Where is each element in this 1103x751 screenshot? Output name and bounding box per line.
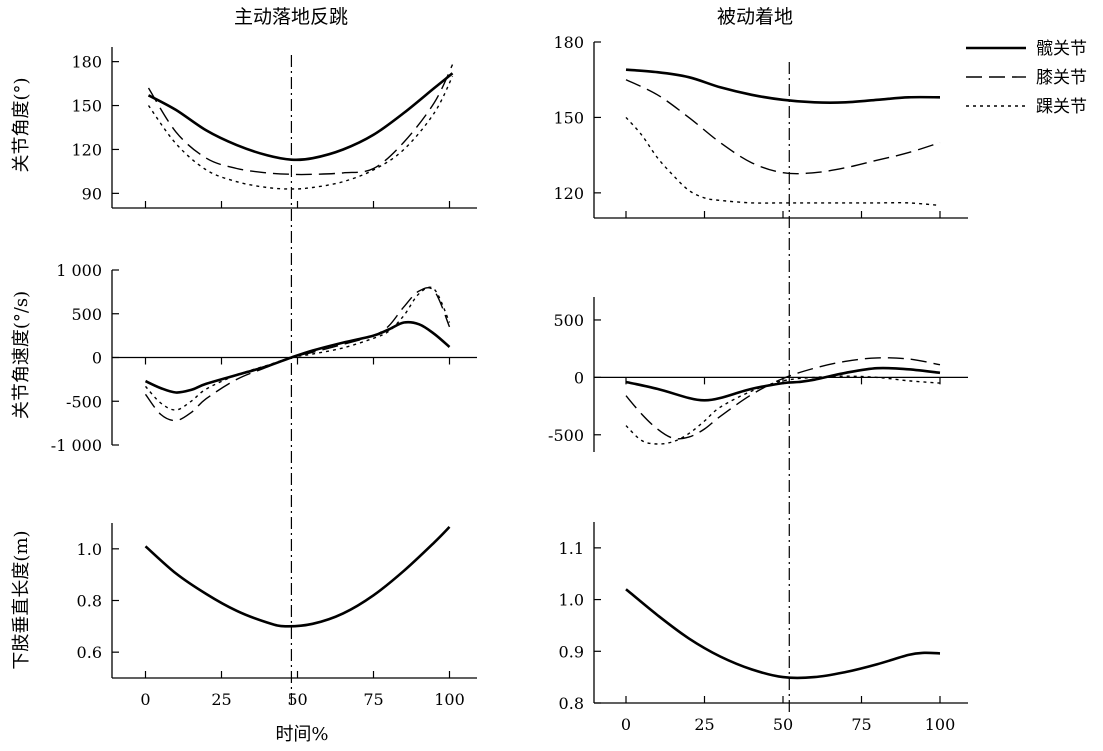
y-tick-label: -500 [548,426,584,445]
x-tick-label: 0 [140,690,150,709]
x-tick-label: 75 [851,715,871,734]
series-膝关节 [625,357,941,440]
y-tick-label: 500 [553,311,584,330]
y-tick-label: 0.8 [77,592,102,611]
y-tick-label: 1.1 [559,539,584,558]
y-tick-label: 90 [82,184,102,203]
y-tick-label: 0.9 [559,642,584,661]
x-tick-label: 100 [925,715,956,734]
title-passive: 被动着地 [717,6,793,28]
ylabel-velocity: 关节角速度(°/s) [11,291,32,419]
ylabel-length: 下肢垂直长度(m) [11,530,32,669]
y-tick-label: 1 000 [56,261,102,280]
y-tick-label: 180 [71,53,102,72]
y-tick-label: 0 [92,349,102,368]
x-tick-label: 100 [434,690,465,709]
series-髋关节 [625,366,941,402]
y-tick-label: 1.0 [559,591,584,610]
panel-length-passive: 0.8 0.9 1.0 1.1 0 25 50 75 100 [559,522,968,734]
series-髋关节 [147,72,454,162]
panel-angle-passive: 120 150 180 [553,33,968,219]
x-tick-label: 75 [363,690,383,709]
series-踝关节 [625,375,941,445]
y-tick-label: 0 [574,368,584,387]
series-踝关节 [147,75,454,190]
y-tick-label: 120 [553,184,584,203]
y-tick-label: 0.8 [559,694,584,713]
y-tick-label: 150 [553,108,584,127]
series-膝关节 [144,286,451,422]
legend-label: 髋关节 [1036,39,1087,59]
y-tick-label: 1.0 [77,540,102,559]
x-tick-label: 50 [287,690,307,709]
ylabel-angle: 关节角度(°) [11,77,32,172]
series-髋关节 [144,525,451,628]
series-髋关节 [625,68,941,104]
y-tick-label: -1 000 [51,436,102,455]
series-踝关节 [144,286,451,411]
panel-velocity-active: -1 000 -500 0 500 1 000 [51,261,477,455]
panel-velocity-passive: -500 0 500 [548,297,968,452]
panel-angle-active: 90 120 150 180 [71,47,477,209]
y-tick-label: 120 [71,140,102,159]
x-tick-label: 50 [773,715,793,734]
y-tick-label: -500 [66,392,102,411]
legend-label: 踝关节 [1036,97,1087,117]
y-tick-label: 0.6 [77,643,102,662]
series-膝关节 [625,79,941,175]
title-active: 主动落地反跳 [234,6,348,28]
x-tick-label: 0 [621,715,631,734]
y-tick-label: 150 [71,97,102,116]
y-tick-label: 500 [71,305,102,324]
xlabel: 时间% [275,724,328,745]
x-tick-label: 25 [211,690,231,709]
y-tick-label: 180 [553,33,584,52]
series-踝关节 [625,116,941,207]
x-tick-label: 25 [694,715,714,734]
legend-label: 膝关节 [1036,68,1087,88]
series-膝关节 [147,64,454,176]
series-髋关节 [144,320,451,394]
panel-length-active: 0.6 0.8 1.0 0 25 50 75 100 [77,523,477,709]
series-髋关节 [625,588,941,680]
